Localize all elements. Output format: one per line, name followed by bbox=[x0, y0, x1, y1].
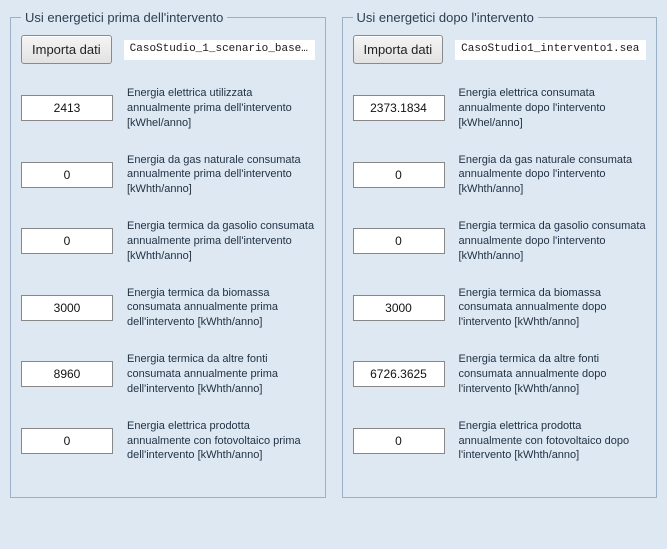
field-label-after-1: Energia da gas naturale consumata annual… bbox=[459, 153, 647, 198]
field-label-before-4: Energia termica da altre fonti consumata… bbox=[127, 352, 315, 397]
value-input-before-3[interactable] bbox=[21, 295, 113, 321]
field-row-after-1: Energia da gas naturale consumata annual… bbox=[353, 153, 647, 198]
panel-after-top-row: Importa dati CasoStudio1_intervento1.sea bbox=[353, 35, 647, 64]
field-label-after-5: Energia elettrica prodotta annualmente c… bbox=[459, 419, 647, 464]
value-input-before-4[interactable] bbox=[21, 361, 113, 387]
import-button-before[interactable]: Importa dati bbox=[21, 35, 112, 64]
value-input-after-2[interactable] bbox=[353, 228, 445, 254]
field-label-after-3: Energia termica da biomassa consumata an… bbox=[459, 286, 647, 331]
value-input-after-1[interactable] bbox=[353, 162, 445, 188]
field-row-before-1: Energia da gas naturale consumata annual… bbox=[21, 153, 315, 198]
filename-before: CasoStudio_1_scenario_base.sea bbox=[124, 40, 315, 60]
field-row-after-5: Energia elettrica prodotta annualmente c… bbox=[353, 419, 647, 464]
value-input-before-0[interactable] bbox=[21, 95, 113, 121]
value-input-before-1[interactable] bbox=[21, 162, 113, 188]
field-label-before-3: Energia termica da biomassa consumata an… bbox=[127, 286, 315, 331]
field-row-after-3: Energia termica da biomassa consumata an… bbox=[353, 286, 647, 331]
field-label-before-5: Energia elettrica prodotta annualmente c… bbox=[127, 419, 315, 464]
panel-after: Usi energetici dopo l'intervento Importa… bbox=[342, 10, 658, 498]
value-input-after-0[interactable] bbox=[353, 95, 445, 121]
field-row-before-5: Energia elettrica prodotta annualmente c… bbox=[21, 419, 315, 464]
panel-before-top-row: Importa dati CasoStudio_1_scenario_base.… bbox=[21, 35, 315, 64]
field-label-before-2: Energia termica da gasolio consumata ann… bbox=[127, 219, 315, 264]
field-row-before-3: Energia termica da biomassa consumata an… bbox=[21, 286, 315, 331]
field-label-after-2: Energia termica da gasolio consumata ann… bbox=[459, 219, 647, 264]
field-row-after-0: Energia elettrica consumata annualmente … bbox=[353, 86, 647, 131]
field-label-after-0: Energia elettrica consumata annualmente … bbox=[459, 86, 647, 131]
value-input-after-5[interactable] bbox=[353, 428, 445, 454]
panels-container: Usi energetici prima dell'intervento Imp… bbox=[10, 10, 657, 498]
field-row-after-2: Energia termica da gasolio consumata ann… bbox=[353, 219, 647, 264]
field-row-before-4: Energia termica da altre fonti consumata… bbox=[21, 352, 315, 397]
field-row-before-0: Energia elettrica utilizzata annualmente… bbox=[21, 86, 315, 131]
panel-before-legend: Usi energetici prima dell'intervento bbox=[21, 10, 227, 25]
filename-after: CasoStudio1_intervento1.sea bbox=[455, 40, 646, 60]
value-input-after-4[interactable] bbox=[353, 361, 445, 387]
value-input-after-3[interactable] bbox=[353, 295, 445, 321]
value-input-before-2[interactable] bbox=[21, 228, 113, 254]
panel-after-legend: Usi energetici dopo l'intervento bbox=[353, 10, 538, 25]
field-label-after-4: Energia termica da altre fonti consumata… bbox=[459, 352, 647, 397]
field-label-before-1: Energia da gas naturale consumata annual… bbox=[127, 153, 315, 198]
panel-before: Usi energetici prima dell'intervento Imp… bbox=[10, 10, 326, 498]
field-label-before-0: Energia elettrica utilizzata annualmente… bbox=[127, 86, 315, 131]
import-button-after[interactable]: Importa dati bbox=[353, 35, 444, 64]
field-row-before-2: Energia termica da gasolio consumata ann… bbox=[21, 219, 315, 264]
value-input-before-5[interactable] bbox=[21, 428, 113, 454]
field-row-after-4: Energia termica da altre fonti consumata… bbox=[353, 352, 647, 397]
